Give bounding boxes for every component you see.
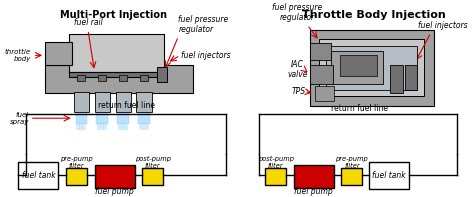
Bar: [118, 122, 122, 130]
Bar: [310, 43, 331, 60]
Bar: [97, 111, 108, 124]
Text: fuel pressure
regulator: fuel pressure regulator: [273, 3, 323, 22]
Text: return fuel line: return fuel line: [331, 104, 388, 113]
Text: pre-pump
filter: pre-pump filter: [336, 156, 368, 169]
Bar: [118, 111, 129, 124]
Bar: [124, 122, 128, 130]
Bar: [315, 86, 334, 101]
Text: fuel pressure
regulator: fuel pressure regulator: [178, 15, 228, 34]
Bar: [79, 122, 83, 130]
Bar: [98, 122, 101, 130]
Bar: [265, 168, 286, 185]
Text: fuel injectors: fuel injectors: [181, 51, 231, 60]
Bar: [294, 165, 334, 188]
Text: Multi-Port Injection: Multi-Port Injection: [60, 10, 167, 20]
Bar: [121, 122, 125, 130]
Bar: [18, 162, 58, 189]
Bar: [76, 122, 80, 130]
Bar: [82, 122, 86, 130]
Text: fuel
spray: fuel spray: [9, 112, 29, 125]
Bar: [116, 92, 131, 112]
Bar: [139, 122, 143, 130]
Bar: [95, 92, 110, 112]
Text: fuel pump: fuel pump: [294, 187, 333, 196]
Text: post-pump
filter: post-pump filter: [258, 155, 293, 169]
Bar: [100, 122, 104, 130]
Text: fuel tank: fuel tank: [372, 171, 406, 180]
Bar: [157, 67, 167, 82]
Bar: [310, 65, 333, 84]
Bar: [145, 122, 149, 130]
Bar: [119, 75, 127, 81]
Bar: [75, 111, 87, 124]
Text: IAC
valve: IAC valve: [287, 60, 308, 79]
Bar: [319, 39, 424, 96]
Bar: [369, 162, 409, 189]
Bar: [66, 168, 87, 185]
Bar: [69, 72, 164, 77]
Bar: [310, 30, 434, 106]
Bar: [103, 122, 107, 130]
Bar: [95, 165, 135, 188]
Bar: [138, 111, 150, 124]
Text: pre-pump
filter: pre-pump filter: [60, 156, 93, 169]
Bar: [142, 168, 163, 185]
Text: fuel rail: fuel rail: [73, 18, 102, 27]
Bar: [69, 34, 164, 72]
Text: fuel tank: fuel tank: [21, 171, 55, 180]
Bar: [331, 51, 383, 84]
Bar: [140, 75, 148, 81]
Text: post-pump
filter: post-pump filter: [135, 155, 171, 169]
Text: Throttle Body Injection: Throttle Body Injection: [302, 10, 446, 20]
Bar: [99, 75, 106, 81]
Text: fuel pump: fuel pump: [95, 187, 134, 196]
Bar: [340, 55, 377, 76]
Bar: [142, 122, 146, 130]
Text: TPS: TPS: [292, 87, 306, 96]
Bar: [45, 42, 72, 65]
Bar: [77, 75, 85, 81]
Bar: [45, 65, 193, 93]
Text: fuel injectors: fuel injectors: [418, 20, 467, 30]
Bar: [137, 92, 152, 112]
Bar: [326, 46, 417, 90]
Bar: [73, 92, 89, 112]
Text: throttle
body: throttle body: [5, 49, 31, 62]
Bar: [341, 168, 362, 185]
Bar: [390, 65, 403, 93]
Text: return fuel line: return fuel line: [98, 101, 155, 110]
Bar: [405, 65, 417, 90]
